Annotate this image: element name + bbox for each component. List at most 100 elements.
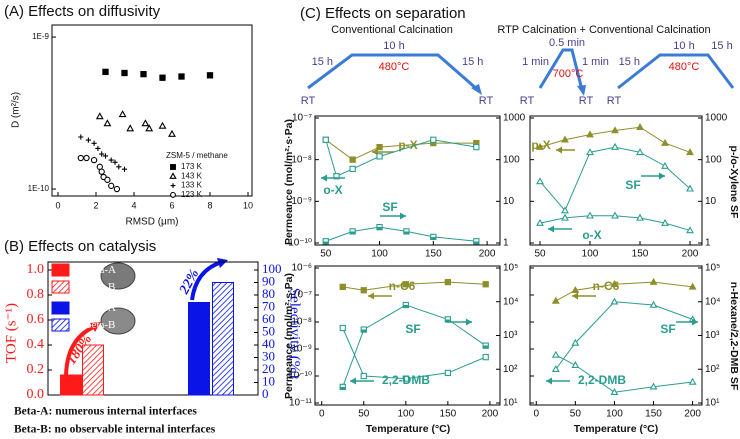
legend-label: Pt/Beta-B — [72, 281, 115, 293]
marker — [108, 157, 114, 163]
diagram-label: 10 h — [673, 40, 694, 52]
arrow-head — [350, 377, 356, 385]
y-tick-label: 10⁻⁷ — [292, 113, 312, 124]
marker — [121, 166, 128, 172]
marker — [610, 297, 619, 305]
diagram-label: 15 h — [462, 56, 483, 68]
arrow-head — [556, 146, 562, 154]
diagram-label: 480°C — [379, 61, 410, 73]
marker — [333, 173, 340, 180]
marker — [636, 148, 644, 156]
diagram-label: 15 h — [312, 56, 333, 68]
diagram-label: RT — [607, 95, 622, 107]
marker — [178, 73, 185, 80]
marker — [168, 129, 176, 137]
y2-tick-label: 10¹ — [705, 398, 720, 409]
marker — [571, 286, 580, 294]
marker — [403, 228, 410, 235]
series-label: n-C6 — [593, 279, 620, 293]
y-tick-label: 0.6 — [27, 312, 45, 327]
marker — [649, 300, 658, 308]
y2-tick-label: 10 — [262, 373, 275, 388]
marker — [482, 342, 489, 349]
marker — [661, 138, 669, 146]
marker — [686, 148, 694, 156]
x-tick-label: 2 — [93, 200, 98, 210]
y2-tick-label: 1 — [705, 238, 711, 249]
bar — [60, 374, 82, 396]
legend-label: 173 K — [181, 162, 203, 171]
marker — [610, 388, 619, 396]
marker — [140, 70, 147, 78]
marker — [686, 226, 694, 234]
plot-frame — [47, 261, 259, 396]
legend-swatch — [51, 318, 70, 332]
marker — [85, 137, 91, 143]
sem-image — [100, 307, 136, 335]
y-tick-label: 10⁻⁸ — [291, 317, 312, 328]
marker — [145, 124, 154, 132]
marker — [610, 280, 619, 288]
marker — [102, 68, 109, 76]
x-axis-label: Temperature (°C) — [574, 423, 659, 435]
legend-marker — [170, 191, 176, 198]
marker — [349, 165, 356, 173]
x-tick-label: 200 — [479, 249, 496, 260]
marker — [126, 124, 135, 132]
arrow-head — [692, 318, 698, 326]
diagram-label: 15 h — [619, 56, 640, 68]
marker — [551, 365, 560, 373]
marker — [339, 283, 346, 291]
y2-axis-label: p-/o-Xylene SF — [728, 146, 740, 220]
arrow-head — [466, 318, 472, 326]
y-axis-label: Permeance (mol/m²·s·Pa) — [283, 119, 295, 245]
marker — [611, 211, 619, 219]
x-tick-label: 150 — [425, 249, 442, 260]
marker — [402, 281, 409, 288]
column-heading: RTP Calcination + Conventional Calcinati… — [497, 24, 710, 36]
marker — [430, 233, 437, 241]
y2-tick-label: 10 — [705, 196, 717, 207]
x-tick-label: 200 — [482, 409, 499, 420]
x-tick-label: 6 — [169, 200, 174, 210]
y2-tick-label: 1000 — [705, 113, 728, 124]
diagram-label: 15 h — [711, 40, 732, 52]
marker — [112, 159, 118, 165]
x-axis-label: Temperature (°C) — [366, 423, 451, 435]
arrow-head — [321, 174, 327, 182]
y-tick-label: 1E-10 — [28, 184, 50, 193]
y2-tick-label: 10⁴ — [503, 296, 518, 307]
marker — [360, 326, 367, 333]
y2-tick-label: 10⁵ — [705, 263, 720, 274]
column-heading: Conventional Calcination — [331, 24, 453, 36]
series-label: o-X — [323, 183, 342, 197]
marker — [349, 156, 356, 163]
marker — [649, 382, 658, 390]
marker — [649, 277, 658, 285]
marker — [159, 74, 166, 81]
marker — [430, 136, 437, 143]
legend-label: Pt/Beta-B — [72, 319, 115, 331]
arrow-head — [659, 172, 665, 180]
y2-tick-label: 40 — [262, 336, 275, 351]
marker — [536, 218, 544, 226]
marker — [586, 130, 594, 138]
marker — [402, 301, 409, 309]
y2-tick-label: 1000 — [503, 113, 526, 124]
marker — [688, 377, 697, 385]
marker — [571, 338, 580, 346]
arrow-head — [546, 377, 552, 385]
series-label: SF — [625, 178, 640, 192]
marker — [90, 156, 98, 164]
y-tick-label: 10⁻⁷ — [292, 290, 312, 301]
x-tick-label: 50 — [320, 249, 332, 260]
diagram-label: 1 min — [582, 56, 609, 68]
marker — [688, 282, 697, 290]
y-tick-label: 0.4 — [27, 337, 45, 352]
diagram-label: RT — [520, 95, 535, 107]
y2-tick-label: 10⁴ — [705, 296, 720, 307]
y2-tick-label: 50 — [262, 323, 275, 338]
legend-label: 133 K — [181, 181, 203, 190]
marker — [482, 281, 489, 288]
x-tick-label: 50 — [570, 409, 582, 420]
